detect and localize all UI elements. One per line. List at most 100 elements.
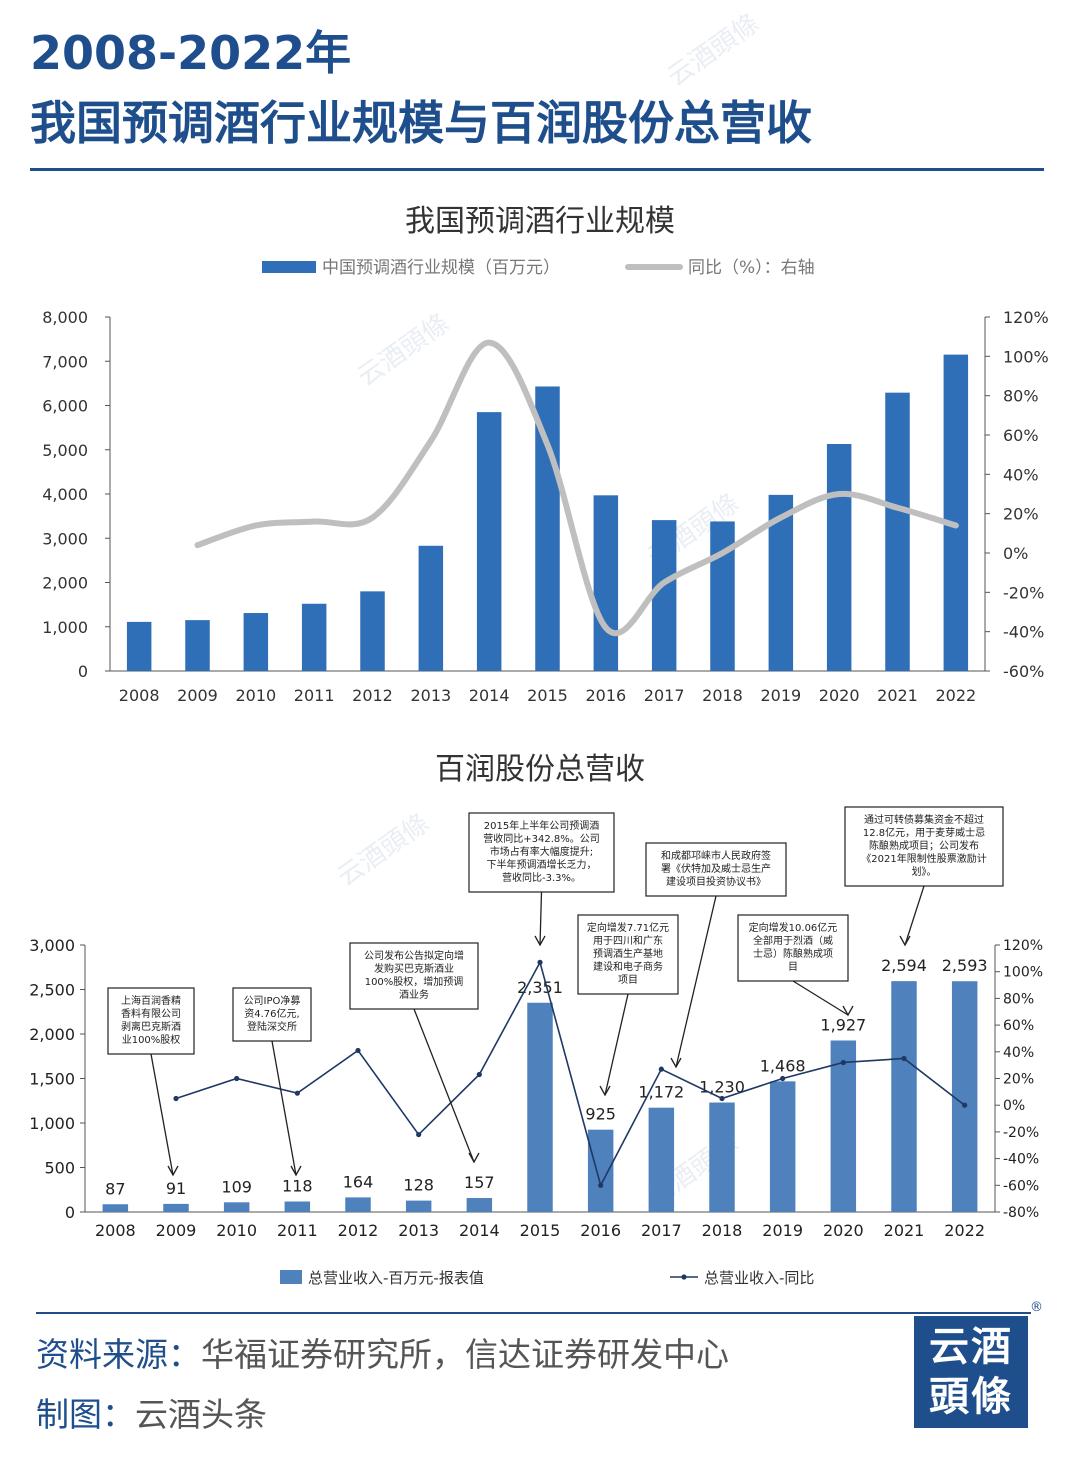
bar-2014 (466, 1198, 493, 1212)
annotation-text: 建设和电子商务 (593, 960, 663, 973)
bar-2017 (648, 1107, 675, 1212)
bar-2009 (163, 1203, 189, 1212)
annotation-text: 营收同比+342.8%。公司 (483, 832, 600, 845)
yoy-point (598, 1182, 604, 1188)
y-tick-label-left: 2,500 (29, 981, 75, 1000)
annotation-box-2009 (107, 987, 195, 1055)
annotation-arrow-2009 (150, 1053, 174, 1176)
x-tick-label: 2019 (762, 1221, 803, 1240)
bar-data-label: 118 (282, 1176, 313, 1195)
y-tick-label-left: 2,000 (42, 574, 88, 593)
title-divider (30, 168, 1044, 171)
annotation-text: 划》。 (912, 865, 937, 878)
yoy-point (658, 1066, 664, 1072)
yoy-point (780, 1075, 786, 1082)
bar-2018 (709, 1102, 735, 1212)
registered-mark: ® (1030, 1300, 1043, 1315)
y-tick-label-right: 120% (1003, 938, 1043, 954)
yoy-point (416, 1131, 422, 1138)
x-tick-label: 2012 (352, 686, 393, 705)
x-tick-label: 2016 (580, 1221, 621, 1240)
y-tick-label-left: 1,500 (29, 1070, 75, 1089)
y-tick-label-right: 80% (1003, 991, 1034, 1007)
bar-2008 (126, 621, 152, 671)
annotation-arrow-2014 (413, 1008, 475, 1163)
bar-2013 (418, 545, 444, 671)
legend-label-line: 同比（%）：右轴 (688, 258, 815, 278)
x-tick-label: 2018 (702, 1221, 743, 1240)
x-tick-label: 2012 (338, 1221, 379, 1240)
y-tick-label-left: 6,000 (42, 397, 88, 416)
x-tick-label: 2008 (119, 686, 160, 705)
y-tick-label-left: 1,000 (29, 1114, 75, 1133)
bar-2012 (360, 591, 385, 671)
y-tick-label-right: 100% (1003, 965, 1043, 981)
bar-data-label: 2,593 (942, 956, 988, 975)
x-tick-label: 2013 (398, 1221, 439, 1240)
annotation-text: 署《伏特加及威士忌生产 (661, 862, 771, 875)
annotation-box-2011 (232, 987, 312, 1042)
annotation-text: 《2021年限制性股票激励计 (861, 852, 986, 865)
bar-data-label: 1,230 (699, 1078, 745, 1097)
annotation-text: 市场占有率大幅度提升; (490, 845, 593, 858)
y-tick-label-left: 2,000 (29, 1025, 75, 1044)
x-tick-label: 2017 (641, 1221, 682, 1240)
baron-revenue-chart: 百润股份总营收 0 500 1,000 1,500 2,000 2,500 3,000 -80%… (29, 752, 1043, 1287)
x-tick-label: 2015 (527, 686, 568, 705)
annotation-text: 用于四川和广东 (593, 934, 663, 947)
bar-data-label: 2,594 (881, 956, 927, 975)
y-tick-label-right: -40% (1003, 623, 1044, 642)
y-tick-label-right: 40% (1003, 465, 1039, 484)
bar-data-label: 2,351 (517, 978, 563, 997)
bar-2020 (830, 1040, 857, 1212)
chart-title: 我国预调酒行业规模 (405, 204, 675, 239)
bar-data-label: 164 (343, 1172, 374, 1191)
annotation-text: 士忌）陈酿熟成项 (753, 947, 833, 960)
annotation-arrow-2016 (604, 993, 629, 1096)
bar-2010 (223, 1202, 250, 1212)
legend-label-bar: 总营业收入-百万元-报表值 (308, 1269, 484, 1287)
y-tick-label-right: 60% (1003, 1018, 1034, 1034)
yoy-point (234, 1075, 240, 1082)
x-tick-label: 2010 (216, 1221, 257, 1240)
annotation-text: 陈酿熟成项目；公司发布 (869, 839, 979, 852)
annotation-text: 发购买巴克斯酒业 (374, 962, 454, 975)
y-tick-label-right: 0% (1003, 544, 1028, 563)
bar-2015 (527, 1002, 553, 1212)
y-tick-label-right: 20% (1003, 1072, 1034, 1088)
bar-data-label: 925 (585, 1105, 616, 1124)
bar-2011 (301, 603, 327, 671)
maker-label: 制图： (36, 1395, 135, 1434)
x-tick-label: 2014 (469, 686, 510, 705)
page-title-line2: 我国预调酒行业规模与百润股份总营收 (30, 96, 812, 150)
brand-logo: 云酒 頭條 (914, 1316, 1028, 1428)
bar-2016 (587, 1129, 614, 1212)
footer-divider (36, 1312, 1031, 1314)
yoy-point (719, 1095, 725, 1102)
annotation-arrow-2021 (904, 885, 925, 946)
bar-2009 (185, 620, 210, 671)
legend-swatch-bar (262, 261, 316, 273)
x-tick-label: 2014 (459, 1221, 500, 1240)
source-label: 资料来源： (36, 1335, 201, 1374)
x-tick-label: 2020 (819, 686, 860, 705)
bar-2016 (593, 495, 619, 671)
y-tick-label-right: -60% (1003, 662, 1044, 681)
annotation-text: 项目 (618, 974, 638, 986)
bar-2020 (826, 443, 852, 671)
bar-2022 (943, 354, 969, 671)
x-tick-label: 2022 (944, 1221, 985, 1240)
bar-2012 (345, 1197, 371, 1212)
y-tick-label-right: 0% (1003, 1098, 1025, 1114)
yoy-point (355, 1047, 361, 1054)
y-tick-label-left: 8,000 (42, 308, 88, 327)
yoy-point (840, 1059, 846, 1066)
bar-2014 (476, 412, 502, 671)
source-value: 华福证券研究所，信达证券研发中心 (201, 1335, 729, 1374)
annotation-text: 2015年上半年公司预调酒 (484, 819, 599, 832)
x-tick-label: 2011 (294, 686, 335, 705)
bar-2010 (243, 613, 269, 671)
annotation-arrowhead-2016 (599, 1085, 611, 1097)
y-tick-label-left: 500 (44, 1159, 75, 1178)
x-tick-label: 2013 (410, 686, 451, 705)
